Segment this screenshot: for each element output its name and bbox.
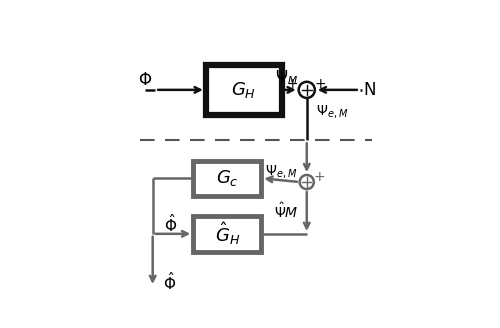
Circle shape: [298, 82, 315, 98]
Text: $\hat{\Phi}$: $\hat{\Phi}$: [164, 213, 177, 235]
Text: +: +: [313, 170, 324, 183]
Text: $\Psi_{e,M}$: $\Psi_{e,M}$: [316, 103, 348, 120]
Text: $\Phi$: $\Phi$: [138, 71, 152, 89]
Text: N: N: [364, 81, 376, 99]
Bar: [193, 161, 262, 196]
Text: $\Psi_M$: $\Psi_M$: [275, 68, 298, 87]
Bar: [193, 216, 262, 252]
Text: +: +: [286, 76, 298, 91]
Text: +: +: [314, 76, 326, 91]
Text: $\Psi_{e,M}$: $\Psi_{e,M}$: [266, 163, 298, 180]
Circle shape: [300, 175, 314, 189]
Text: $\hat{\Phi}$: $\hat{\Phi}$: [163, 271, 176, 293]
Text: $\hat{G}_H$: $\hat{G}_H$: [214, 220, 240, 247]
Text: $G_H$: $G_H$: [231, 80, 256, 100]
Text: $\hat{\Psi}M$: $\hat{\Psi}M$: [274, 202, 299, 221]
Text: $G_c$: $G_c$: [216, 168, 238, 188]
Bar: [206, 65, 282, 115]
